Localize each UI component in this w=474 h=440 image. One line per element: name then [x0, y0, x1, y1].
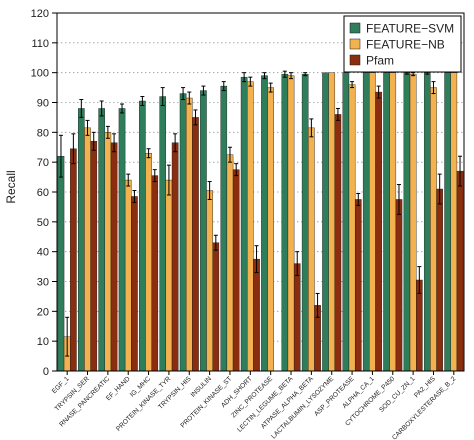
bar-0-14 — [342, 72, 350, 372]
legend-swatch-1 — [349, 38, 361, 50]
bar-2-14 — [354, 199, 362, 372]
grid-lines — [57, 42, 464, 342]
legend-swatch-0 — [349, 22, 361, 34]
y-tick-label: 30 — [37, 277, 49, 289]
y-tick-label: 90 — [37, 98, 49, 110]
legend: FEATURE−SVM FEATURE−NB Pfam — [343, 15, 462, 73]
bar-0-0 — [57, 155, 65, 372]
bar-1-1 — [84, 127, 91, 372]
bar-2-4 — [151, 175, 159, 372]
bar-0-11 — [281, 73, 289, 372]
bar-0-8 — [220, 85, 228, 372]
bar-2-7 — [212, 242, 220, 372]
y-tick-label: 10 — [37, 336, 49, 348]
bar-1-8 — [226, 154, 234, 372]
legend-swatch-2 — [349, 54, 361, 66]
bar-1-16 — [389, 72, 397, 372]
legend-label-2: Pfam — [366, 54, 394, 68]
x-tick-label: EGF_1 — [51, 375, 71, 395]
bar-1-18 — [430, 87, 437, 372]
bar-1-5 — [165, 179, 173, 372]
y-tick-label: 0 — [43, 366, 49, 378]
bar-0-7 — [200, 90, 207, 372]
bar-2-15 — [375, 91, 382, 372]
bar-2-19 — [456, 170, 464, 372]
bar-0-18 — [423, 72, 431, 372]
y-axis: 0 10 20 30 40 50 60 70 80 90 100 110 120 — [31, 8, 57, 378]
bar-0-15 — [362, 72, 370, 372]
legend-label-0: FEATURE−SVM — [366, 22, 454, 36]
bar-2-3 — [131, 196, 138, 372]
legend-label-1: FEATURE−NB — [366, 38, 445, 52]
y-tick-label: 20 — [37, 306, 49, 318]
bar-1-3 — [124, 179, 132, 372]
bar-2-6 — [192, 117, 199, 372]
bar-1-15 — [369, 72, 376, 372]
bar-1-7 — [206, 190, 213, 372]
legend-box — [343, 15, 462, 73]
bar-2-13 — [334, 114, 342, 372]
bar-1-2 — [104, 132, 112, 372]
bar-1-9 — [247, 81, 254, 372]
y-tick-label: 70 — [37, 157, 49, 169]
x-tick-label: SOD_CU_ZN_1 — [378, 375, 417, 414]
bar-0-17 — [403, 72, 411, 372]
bar-2-11 — [293, 263, 301, 372]
bar-1-4 — [145, 153, 152, 372]
bar-0-19 — [444, 72, 451, 372]
y-tick-label: 60 — [37, 187, 49, 199]
y-tick-label: 100 — [31, 68, 49, 80]
bar-2-5 — [171, 142, 179, 372]
y-tick-label: 80 — [37, 127, 49, 139]
bar-1-13 — [328, 72, 336, 372]
bar-2-2 — [110, 142, 118, 372]
bar-0-9 — [240, 76, 248, 372]
error-bars — [58, 70, 463, 357]
bar-0-3 — [118, 108, 126, 372]
bar-2-9 — [253, 258, 260, 372]
bar-0-6 — [179, 93, 187, 372]
bar-2-0 — [70, 148, 77, 372]
y-axis-title: Recall — [4, 170, 18, 203]
bar-0-13 — [322, 72, 329, 372]
y-tick-label: 50 — [37, 217, 49, 229]
bar-0-4 — [139, 100, 146, 372]
y-tick-label: 110 — [31, 38, 49, 50]
bars — [57, 72, 464, 372]
bar-1-12 — [308, 127, 315, 372]
bar-1-6 — [185, 97, 193, 372]
bar-1-11 — [287, 75, 295, 372]
bar-2-16 — [395, 199, 403, 372]
bar-1-10 — [267, 87, 274, 372]
bar-2-18 — [436, 188, 443, 372]
bar-0-1 — [78, 108, 85, 372]
bar-0-2 — [98, 108, 105, 372]
x-axis: EGF_1TRYPSIN_SERRNASE_PANCREATICEF_HANDI… — [51, 371, 457, 440]
bar-2-8 — [232, 169, 240, 372]
bar-1-17 — [409, 73, 417, 372]
y-tick-label: 120 — [31, 8, 49, 20]
bar-2-1 — [90, 141, 98, 372]
bar-1-14 — [348, 84, 356, 372]
plot-frame — [56, 12, 465, 372]
bar-0-10 — [261, 75, 268, 372]
bar-1-19 — [450, 72, 458, 372]
bar-0-5 — [159, 96, 167, 372]
y-tick-label: 40 — [37, 247, 49, 259]
bar-0-12 — [301, 73, 309, 372]
bar-0-16 — [383, 72, 390, 372]
